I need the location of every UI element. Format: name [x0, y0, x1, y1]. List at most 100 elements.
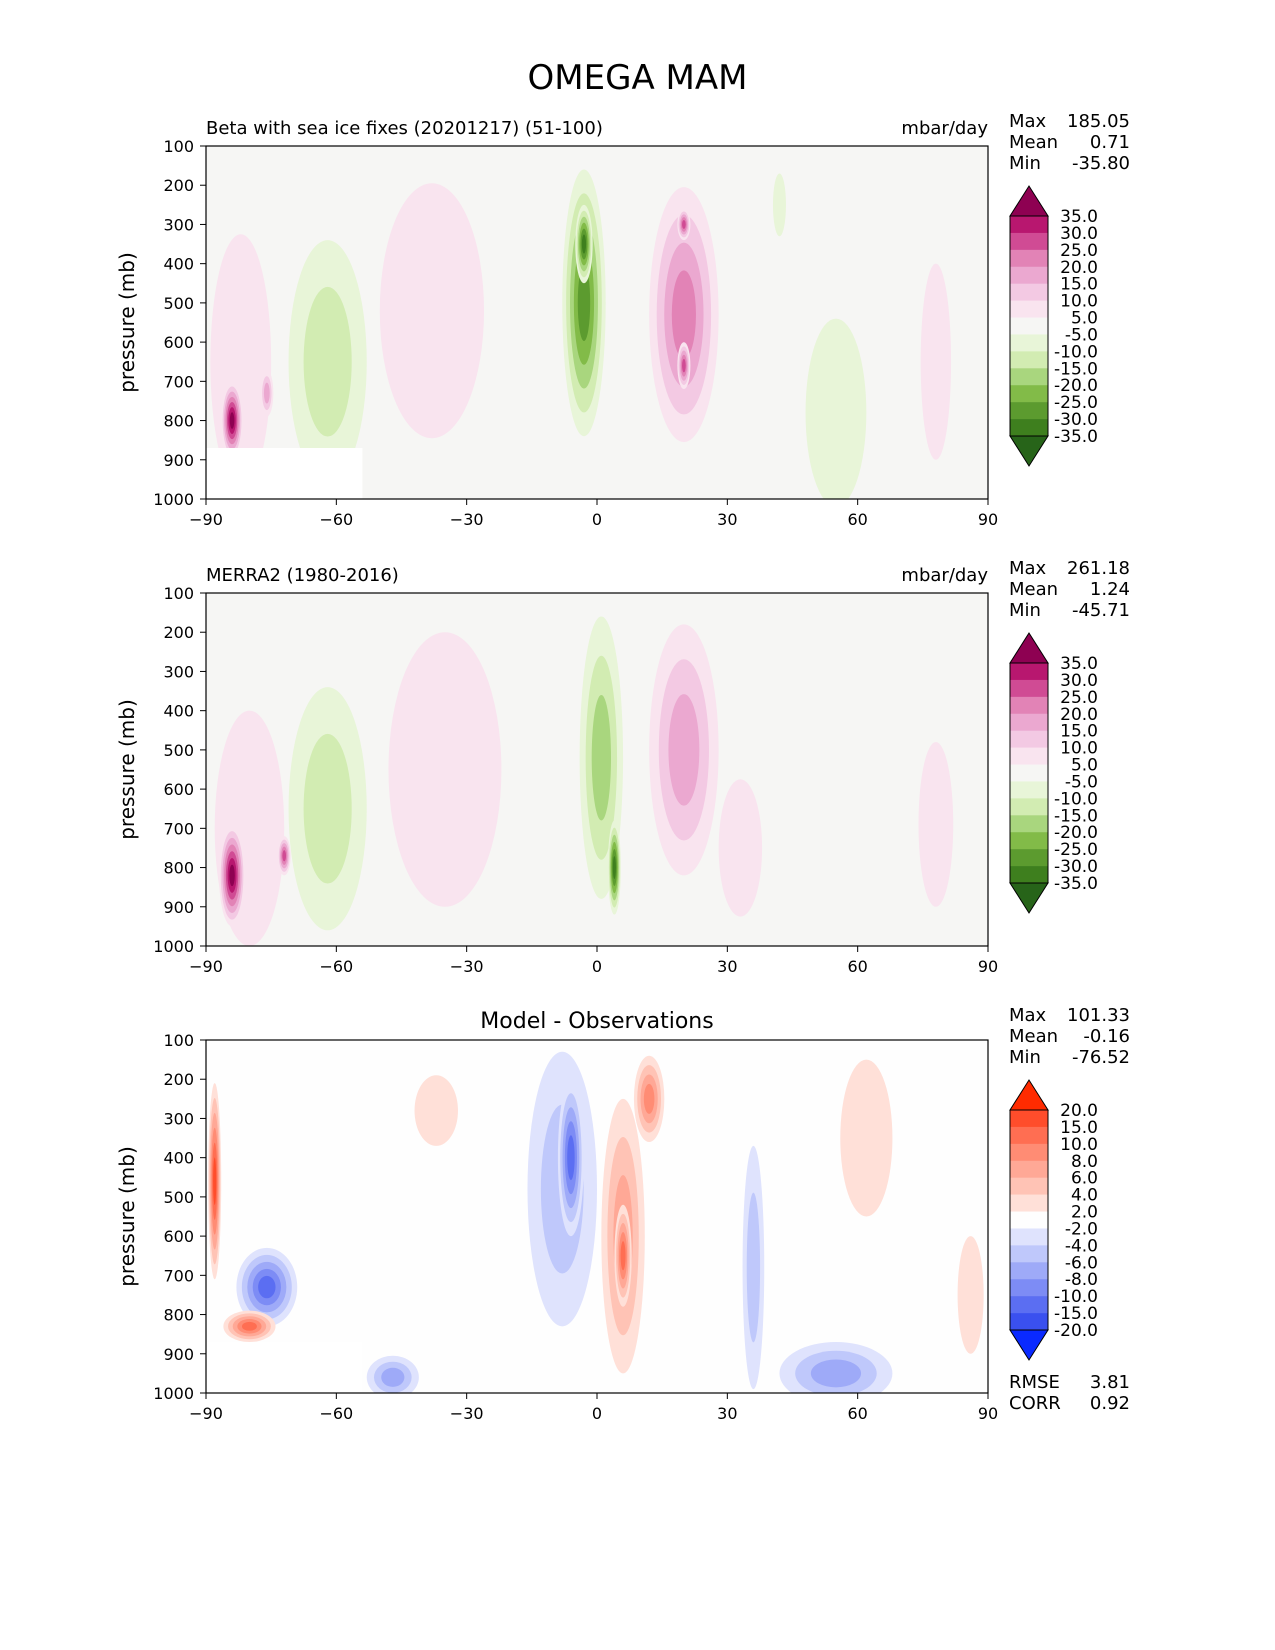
colorbar-band [1010, 1110, 1048, 1128]
colorbar-band [1010, 679, 1048, 698]
contour-band [581, 234, 587, 254]
contour-band [671, 270, 696, 359]
y-tick-label: 300 [163, 1109, 194, 1128]
contour-band [682, 358, 686, 373]
contour-band [840, 1059, 893, 1217]
contour-band [643, 1083, 655, 1114]
colorbar-frame [1009, 215, 1049, 437]
y-tick-label: 1000 [153, 937, 194, 956]
contour-band [577, 264, 591, 341]
contour-field [214, 616, 954, 946]
contour-band [303, 286, 352, 437]
colorbar-band [1010, 781, 1048, 799]
x-tick-label: −30 [450, 510, 484, 529]
stat-min-label: Min [1009, 600, 1041, 621]
y-tick-label: 900 [163, 898, 194, 917]
stat-max-value: 101.33 [1067, 1005, 1130, 1026]
contour-band [591, 694, 611, 821]
rmse-value: 3.81 [1090, 1372, 1130, 1393]
x-tick-label: 60 [847, 510, 867, 529]
contour-band [957, 1236, 984, 1354]
y-tick-label: 500 [163, 741, 194, 760]
colorbar-tick-label: -15.0 [1054, 359, 1098, 379]
colorbar-tick-label: -35.0 [1054, 874, 1098, 894]
colorbar-tick-label: -15.0 [1054, 1304, 1098, 1324]
colorbar-tick-label: 8.0 [1071, 1152, 1098, 1172]
contour-band [241, 1321, 257, 1331]
colorbar-extend-bottom [1009, 1329, 1049, 1361]
y-tick-label: 500 [163, 1188, 194, 1207]
contour-band [772, 173, 786, 237]
stat-max-label: Max [1009, 1005, 1047, 1026]
stat-mean-label: Mean [1009, 1026, 1058, 1047]
colorbar-extend-bottom [1009, 435, 1049, 467]
contour-band [213, 1157, 217, 1205]
panel-title: MERRA2 (1980-2016) [206, 565, 399, 586]
colorbar-band [1010, 402, 1048, 420]
colorbar-tick-label: 5.0 [1071, 309, 1098, 329]
colorbar-tick-label: -10.0 [1054, 342, 1098, 362]
colorbar: 35.030.025.020.015.010.05.0-5.0-10.0-15.… [1009, 632, 1098, 914]
colorbar: 35.030.025.020.015.010.05.0-5.0-10.0-15.… [1009, 185, 1098, 467]
colorbar-band [1010, 1211, 1048, 1229]
stat-mean-label: Mean [1009, 579, 1058, 600]
y-tick-label: 300 [163, 215, 194, 234]
y-tick-label: 1000 [153, 1384, 194, 1403]
colorbar-band [1010, 798, 1048, 816]
masked-region [206, 1342, 363, 1393]
x-tick-label: 90 [978, 1404, 998, 1423]
y-tick-label: 200 [163, 623, 194, 642]
colorbar-extend-top [1009, 632, 1049, 664]
colorbar-tick-label: -20.0 [1054, 376, 1098, 396]
colorbar-band [1010, 1160, 1048, 1178]
stat-max-label: Max [1009, 558, 1047, 579]
colorbar-tick-label: -35.0 [1054, 427, 1098, 447]
colorbar-tick-label: -2.0 [1065, 1219, 1098, 1239]
colorbar-tick-label: -20.0 [1054, 823, 1098, 843]
colorbar-frame [1009, 1109, 1049, 1331]
colorbar-tick-label: 30.0 [1060, 671, 1098, 691]
colorbar-band [1010, 747, 1048, 765]
y-tick-label: 700 [163, 1266, 194, 1285]
panel-title: Model - Observations [480, 1009, 713, 1034]
y-tick-label: 900 [163, 1345, 194, 1364]
colorbar-band [1010, 385, 1048, 403]
colorbar-tick-label: 15.0 [1060, 1118, 1098, 1138]
y-tick-label: 600 [163, 333, 194, 352]
colorbar-band [1010, 249, 1048, 268]
y-tick-label: 400 [163, 702, 194, 721]
x-tick-label: −60 [319, 510, 353, 529]
y-tick-label: 100 [163, 584, 194, 603]
units-label: mbar/day [901, 565, 988, 586]
contour-band [388, 632, 502, 907]
colorbar-extend-top [1009, 1079, 1049, 1111]
y-tick-label: 900 [163, 451, 194, 470]
colorbar-tick-label: -25.0 [1054, 393, 1098, 413]
x-tick-label: −30 [450, 957, 484, 976]
stat-mean-label: Mean [1009, 132, 1058, 153]
colorbar-band [1010, 216, 1048, 234]
y-axis-label: pressure (mb) [115, 252, 139, 393]
colorbar-extend-top [1009, 185, 1049, 217]
y-tick-label: 700 [163, 372, 194, 391]
contour-band [612, 856, 616, 879]
colorbar-band [1010, 232, 1048, 251]
contour-band [682, 219, 686, 229]
x-tick-label: 60 [847, 957, 867, 976]
y-tick-label: 100 [163, 1031, 194, 1050]
colorbar-band [1010, 713, 1048, 731]
stat-max-value: 261.18 [1067, 558, 1130, 579]
colorbar-tick-label: 25.0 [1060, 241, 1098, 261]
contour-band [379, 183, 485, 439]
contour-field [206, 1051, 984, 1393]
y-axis-label: pressure (mb) [115, 699, 139, 840]
colorbar-tick-label: -6.0 [1065, 1253, 1098, 1273]
contour-band [918, 742, 954, 907]
stat-min-label: Min [1009, 1047, 1041, 1068]
x-tick-label: 60 [847, 1404, 867, 1423]
contour-band [258, 1275, 276, 1299]
colorbar-band [1010, 368, 1048, 386]
